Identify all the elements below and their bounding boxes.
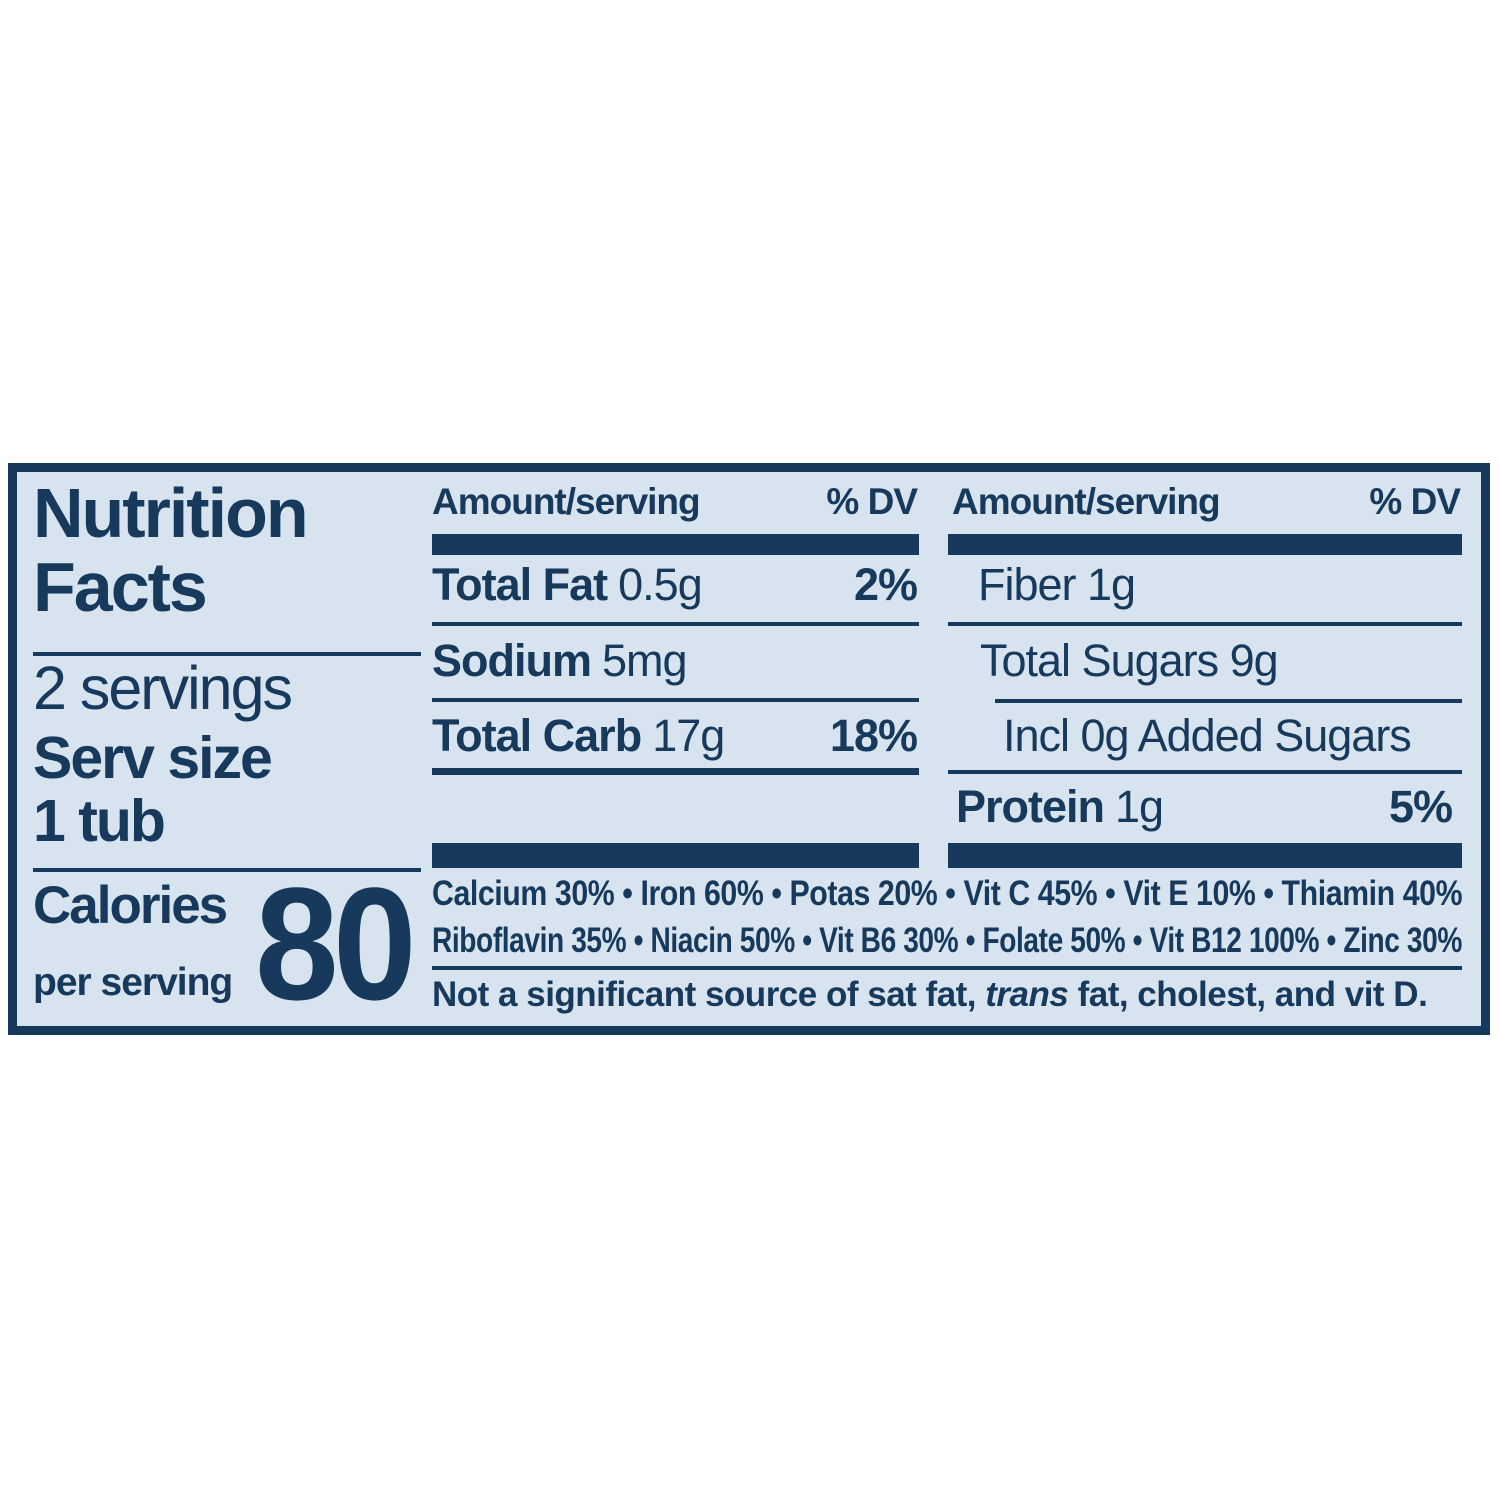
nutrient-value: Fiber 1g	[978, 559, 1136, 610]
disclaimer-pre: Not a significant source of sat fat,	[432, 975, 986, 1014]
divider	[432, 966, 1462, 970]
micronutrients-line2-wrap: Riboflavin 35% • Niacin 50% • Vit B6 30%…	[432, 919, 1462, 963]
divider-indented	[995, 699, 1462, 703]
panel-title: Nutrition Facts	[33, 474, 309, 626]
divider	[432, 698, 919, 702]
nutrient-dv: 2%	[853, 559, 918, 610]
disclaimer-trans-italic: trans	[985, 975, 1069, 1014]
divider	[33, 652, 421, 656]
divider-medium	[432, 768, 919, 775]
nutrient-row-sodium: Sodium 5mg	[432, 635, 919, 687]
divider	[948, 622, 1462, 626]
column-header-dv: % DV	[1369, 481, 1461, 522]
panel-title-line1: Nutrition	[33, 474, 309, 552]
nutrient-column-left: Amount/serving % DV Total Fat 0.5g 2% Sod…	[432, 472, 919, 1026]
nutrient-value: Incl 0g Added Sugars	[1003, 710, 1412, 761]
panel-title-line2: Facts	[33, 548, 208, 626]
micronutrients-line1: Calcium 30% • Iron 60% • Potas 20% • Vit…	[432, 874, 1463, 913]
micronutrients-line1-wrap: Calcium 30% • Iron 60% • Potas 20% • Vit…	[432, 872, 1463, 916]
column-header: Amount/serving % DV	[432, 481, 919, 523]
nutrient-row-total-carb: Total Carb 17g 18%	[432, 710, 919, 762]
disclaimer: Not a significant source of sat fat, tra…	[432, 973, 1428, 1017]
header-bar	[432, 534, 919, 555]
calories-label: Calories	[33, 876, 228, 935]
nutrition-facts-panel: Nutrition Facts 2 servings Serv size 1 t…	[8, 463, 1490, 1035]
servings-count: 2 servings	[33, 654, 293, 722]
nutrient-value: Total Sugars 9g	[980, 635, 1279, 686]
micronutrients-line2: Riboflavin 35% • Niacin 50% • Vit B6 30%…	[432, 921, 1462, 960]
divider	[948, 770, 1462, 774]
disclaimer-post: fat, cholest, and vit D.	[1068, 975, 1428, 1014]
nutrient-value: 1g	[1115, 781, 1164, 832]
calories-value: 80	[255, 854, 417, 1033]
nutrient-row-total-sugars: Total Sugars 9g	[980, 635, 1462, 687]
serving-size-label: Serv size	[33, 725, 273, 791]
divider	[33, 868, 421, 872]
serving-size-value: 1 tub	[33, 788, 166, 854]
nutrient-name: Total Carb	[432, 710, 642, 761]
nutrient-dv: 18%	[829, 710, 918, 761]
calories-value-wrap: 80	[255, 854, 417, 1033]
nutrient-row-protein: Protein 1g 5%	[956, 781, 1462, 833]
nutrient-row-total-fat: Total Fat 0.5g 2%	[432, 559, 919, 611]
column-header-dv: % DV	[826, 481, 918, 522]
calories-sublabel: per serving	[33, 961, 233, 1004]
nutrient-dv: 5%	[1388, 781, 1453, 832]
nutrient-value: 5mg	[602, 635, 688, 686]
nutrient-value: 0.5g	[618, 559, 703, 610]
nutrient-name: Total Fat	[432, 559, 608, 610]
nutrient-column-right: Amount/serving % DV Fiber 1g Total Sugar…	[948, 472, 1462, 1026]
column-bottom-bar	[948, 843, 1462, 868]
nutrient-row-added-sugars: Incl 0g Added Sugars	[1003, 710, 1462, 762]
column-header-amount: Amount/serving	[432, 481, 701, 522]
nutrient-name: Sodium	[432, 635, 592, 686]
header-bar	[948, 534, 1462, 555]
nutrient-name: Protein	[956, 781, 1105, 832]
nutrient-value: 17g	[652, 710, 725, 761]
disclaimer-wrap: Not a significant source of sat fat, tra…	[432, 973, 1462, 1017]
column-header-amount: Amount/serving	[952, 481, 1221, 522]
column-bottom-bar	[432, 843, 919, 868]
column-header: Amount/serving % DV	[952, 481, 1462, 523]
divider	[432, 622, 919, 626]
nutrient-row-fiber: Fiber 1g	[978, 559, 1462, 611]
